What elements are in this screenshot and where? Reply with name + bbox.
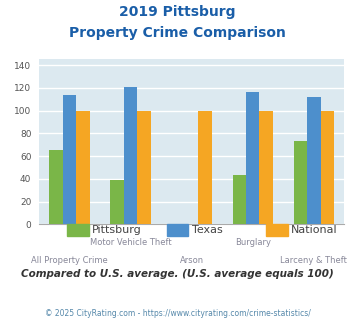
Bar: [76, 111, 90, 224]
Bar: [307, 97, 321, 224]
Bar: [110, 180, 124, 224]
Text: Motor Vehicle Theft: Motor Vehicle Theft: [90, 238, 171, 247]
Text: Texas: Texas: [192, 225, 223, 235]
Text: Compared to U.S. average. (U.S. average equals 100): Compared to U.S. average. (U.S. average …: [21, 269, 334, 279]
Text: © 2025 CityRating.com - https://www.cityrating.com/crime-statistics/: © 2025 CityRating.com - https://www.city…: [45, 309, 310, 317]
Bar: [137, 111, 151, 224]
Text: Property Crime Comparison: Property Crime Comparison: [69, 26, 286, 40]
Text: Larceny & Theft: Larceny & Theft: [280, 256, 347, 265]
Text: Pittsburg: Pittsburg: [92, 225, 142, 235]
Bar: [233, 176, 246, 224]
Bar: [260, 111, 273, 224]
Bar: [63, 95, 76, 224]
Text: 2019 Pittsburg: 2019 Pittsburg: [119, 5, 236, 19]
Bar: [246, 92, 260, 224]
Bar: [198, 111, 212, 224]
Text: Arson: Arson: [180, 256, 204, 265]
Text: Burglary: Burglary: [235, 238, 271, 247]
Text: All Property Crime: All Property Crime: [31, 256, 108, 265]
Bar: [49, 150, 63, 224]
Text: National: National: [291, 225, 338, 235]
Bar: [294, 141, 307, 224]
Bar: [124, 87, 137, 224]
Bar: [321, 111, 334, 224]
